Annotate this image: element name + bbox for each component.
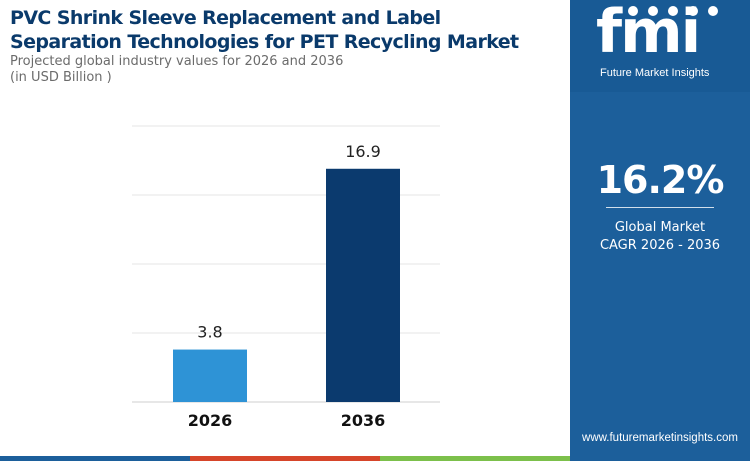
logo-dot-icon [668,6,678,16]
logo-dot-icon [688,6,698,16]
chart-unit-label: (in USD Billion ) [10,70,112,85]
bar-2036 [326,168,400,402]
fmi-logo: fmi Future Market Insights [570,0,750,92]
x-tick-label-2036: 2036 [341,411,386,430]
website-link[interactable]: www.futuremarketinsights.com [582,432,738,444]
chart-area: 3.8 16.9 2026 2036 [0,96,570,461]
bar-chart: 3.8 16.9 2026 2036 [132,125,440,430]
bottom-bar-segment [190,456,380,461]
data-label-2036: 16.9 [345,142,381,161]
cagr-divider [606,207,714,208]
info-panel: fmi Future Market Insights 16.2% Global … [570,0,750,461]
logo-dot-icon [708,6,718,16]
cagr-value: 16.2% [596,158,725,202]
logo-dot-icon [628,6,638,16]
data-labels: 3.8 16.9 [197,142,381,342]
chart-subtitle: Projected global industry values for 202… [10,54,344,69]
bottom-bar-segment [380,456,570,461]
cagr-label-line-2: CAGR 2026 - 2036 [599,238,721,253]
chart-title: PVC Shrink Sleeve Replacement and Label … [10,6,570,54]
bottom-bar-segment [0,456,190,461]
x-tick-label-2026: 2026 [188,411,233,430]
logo-subtitle: Future Market Insights [600,67,710,79]
chart-title-line-2: Separation Technologies for PET Recyclin… [10,31,519,53]
chart-header: PVC Shrink Sleeve Replacement and Label … [10,6,570,86]
bars [173,168,400,402]
bar-2026 [173,349,247,402]
logo-dot-icon [648,6,658,16]
bottom-color-bar [0,456,570,461]
data-label-2026: 3.8 [197,323,222,342]
cagr-label-line-1: Global Market [614,220,706,235]
x-tick-labels: 2026 2036 [188,411,386,430]
cagr-label: Global Market CAGR 2026 - 2036 [570,219,750,255]
chart-title-line-1: PVC Shrink Sleeve Replacement and Label [10,7,441,29]
